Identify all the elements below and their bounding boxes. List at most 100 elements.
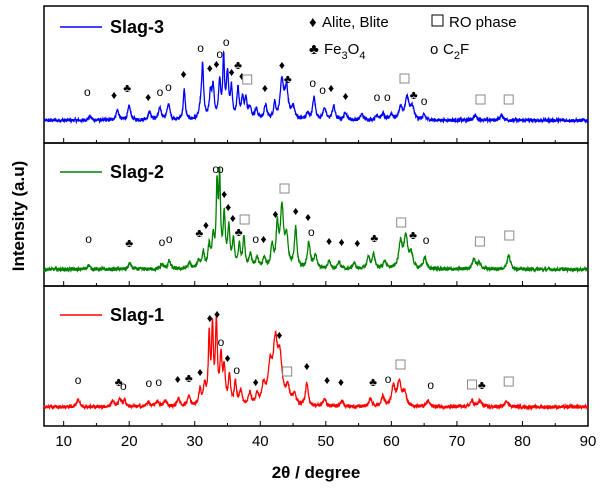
- annotation-diamond-icon: ♦: [276, 328, 282, 342]
- peak-annotations: o ♦ ♣♦ o o♦o♦ ♦oo♦ ♣♦♦♦♣ o o ♦♦ o o ♣ oo ♣ o o ♣♦oo♦♦♦♣ o ♦…: [75, 35, 515, 393]
- annotation-circle-icon: o: [85, 232, 92, 246]
- legend-diamond-icon: ♦: [309, 14, 317, 31]
- annotation-circle-icon: o: [309, 76, 316, 90]
- annotation-club-icon: ♣: [478, 378, 486, 392]
- annotation-club-icon: ♣: [234, 58, 242, 72]
- annotation-club-icon: ♣: [284, 72, 292, 86]
- spectra-group: [43, 50, 589, 411]
- annotation-diamond-icon: ♦: [339, 235, 345, 249]
- annotation-circle-icon: o: [159, 235, 166, 249]
- annotation-diamond-icon: ♦: [207, 311, 213, 325]
- annotation-circle-icon: o: [146, 376, 153, 390]
- annotation-club-icon: ♣: [410, 88, 418, 102]
- annotation-circle-icon: o: [217, 162, 224, 176]
- x-axis-title: 2θ / degree: [272, 463, 361, 482]
- annotation-circle-icon: o: [216, 47, 223, 61]
- annotation-circle-icon: o: [84, 85, 91, 99]
- annotation-circle-icon: o: [212, 162, 219, 176]
- y-axis-title: Intensity (a.u): [9, 161, 28, 272]
- annotation-diamond-icon: ♦: [338, 375, 344, 389]
- annotation-circle-icon: o: [385, 372, 392, 386]
- x-tick-label: 50: [317, 433, 334, 450]
- legend-alite-label: Alite, Blite: [322, 14, 389, 31]
- annotation-club-icon: ♣: [185, 371, 193, 385]
- x-tick-label: 70: [449, 433, 466, 450]
- annotation-diamond-icon: ♦: [111, 88, 117, 102]
- annotation-circle-icon: o: [319, 83, 326, 97]
- x-tick-label: 80: [514, 433, 531, 450]
- annotation-diamond-icon: ♦: [239, 69, 245, 83]
- annotation-circle-icon: o: [308, 225, 315, 239]
- annotation-circle-icon: o: [223, 35, 230, 49]
- annotation-circle-icon: o: [252, 232, 259, 246]
- annotation-square-icon: [395, 359, 406, 370]
- series-label-slag-3: Slag-3: [110, 17, 164, 37]
- annotation-circle-icon: o: [197, 41, 204, 55]
- annotation-circle-icon: o: [157, 85, 164, 99]
- annotation-circle-icon: o: [233, 363, 240, 377]
- annotation-diamond-icon: ♦: [207, 61, 213, 75]
- annotation-diamond-icon: ♦: [354, 236, 360, 250]
- annotation-diamond-icon: ♦: [324, 373, 330, 387]
- annotation-circle-icon: o: [421, 94, 428, 108]
- x-tick-label: 40: [252, 433, 269, 450]
- annotation-square-icon: [239, 214, 250, 225]
- legend-ro-label: RO phase: [449, 14, 517, 31]
- annotation-circle-icon: o: [384, 90, 391, 104]
- annotation-square-icon: [467, 379, 477, 390]
- annotation-square-icon: [504, 230, 515, 241]
- annotation-club-icon: ♣: [195, 226, 203, 240]
- series-label-slag-2: Slag-2: [110, 162, 164, 182]
- annotation-diamond-icon: ♦: [175, 372, 181, 386]
- annotation-club-icon: ♣: [125, 236, 133, 250]
- series-label-slag-1: Slag-1: [110, 305, 164, 325]
- series-labels: Slag-3 Slag-2 Slag-1: [60, 17, 164, 325]
- annotation-square-icon: [474, 236, 485, 247]
- annotation-diamond-icon: ♦: [197, 365, 203, 379]
- annotation-diamond-icon: ♦: [225, 200, 231, 214]
- spectrum-line-slag-1: [43, 315, 589, 411]
- annotation-diamond-icon: ♦: [293, 204, 299, 218]
- annotation-circle-icon: o: [75, 373, 82, 387]
- annotation-square-icon: [503, 94, 514, 105]
- annotation-diamond-icon: ♦: [304, 359, 310, 373]
- annotation-square-icon: [279, 183, 290, 194]
- annotation-circle-icon: o: [374, 90, 381, 104]
- annotation-diamond-icon: ♦: [213, 57, 219, 71]
- annotation-club-icon: ♣: [123, 81, 131, 95]
- spectrum-line-slag-2: [43, 166, 589, 274]
- legend: ♦ Alite, Blite RO phase ♣ Fe3O4 o C2F: [309, 14, 517, 62]
- legend-circle-icon: o: [430, 41, 438, 58]
- annotation-diamond-icon: ♦: [262, 81, 268, 95]
- annotation-club-icon: ♣: [370, 231, 378, 245]
- annotation-diamond-icon: ♦: [272, 207, 278, 221]
- x-tick-label: 60: [383, 433, 400, 450]
- annotation-circle-icon: o: [155, 375, 162, 389]
- annotation-circle-icon: o: [218, 335, 225, 349]
- annotation-diamond-icon: ♦: [230, 211, 236, 225]
- annotation-square-icon: [396, 217, 407, 228]
- legend-club-icon: ♣: [309, 41, 319, 58]
- annotation-diamond-icon: ♦: [326, 234, 332, 248]
- annotation-club-icon: ♣: [369, 375, 377, 389]
- annotation-diamond-icon: ♦: [203, 218, 209, 232]
- annotation-square-icon: [399, 73, 410, 84]
- annotation-club-icon: ♣: [409, 228, 417, 242]
- annotation-diamond-icon: ♦: [214, 307, 220, 321]
- annotation-club-icon: ♣: [115, 375, 123, 389]
- annotation-diamond-icon: ♦: [145, 90, 151, 104]
- annotation-diamond-icon: ♦: [228, 65, 234, 79]
- annotation-diamond-icon: ♦: [221, 187, 227, 201]
- annotation-circle-icon: o: [165, 80, 172, 94]
- annotation-square-icon: [503, 376, 514, 387]
- legend-square-icon: [431, 14, 444, 27]
- legend-fe3o4-label: Fe3O4: [324, 41, 365, 62]
- annotation-diamond-icon: ♦: [342, 89, 348, 103]
- x-tick-label: 30: [186, 433, 203, 450]
- annotation-diamond-icon: ♦: [253, 375, 259, 389]
- annotation-diamond-icon: ♦: [279, 58, 285, 72]
- panel-slag-1: [43, 285, 589, 427]
- annotation-diamond-icon: ♦: [305, 210, 311, 224]
- annotation-square-icon: [282, 366, 293, 377]
